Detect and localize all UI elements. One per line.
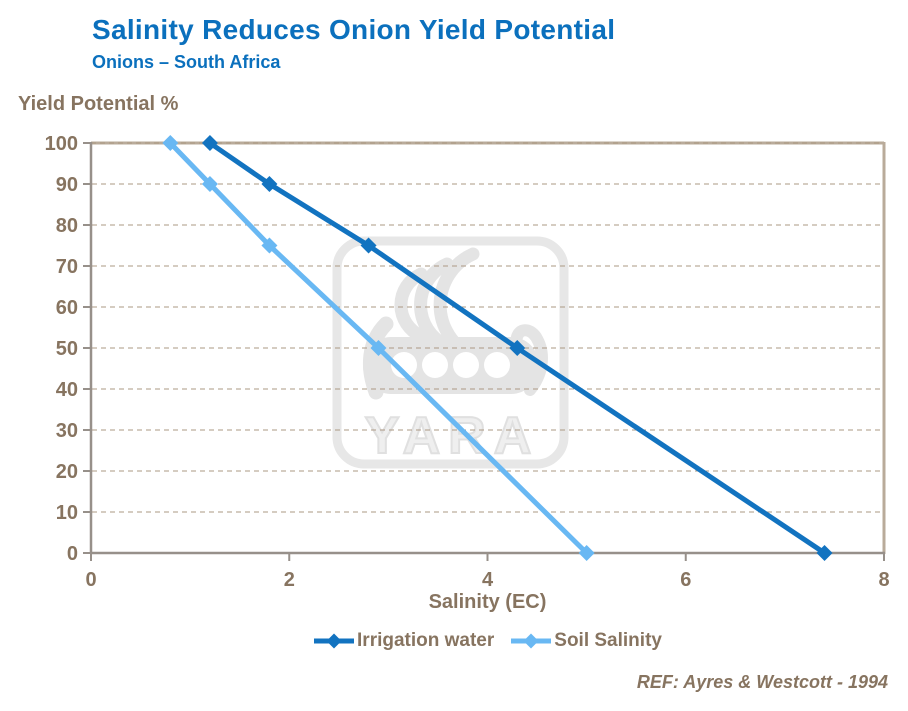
y-tick-label-40: 40 [56, 379, 78, 401]
legend-marker-icon [511, 633, 552, 649]
legend: Irrigation water Soil Salinity [91, 630, 884, 652]
y-axis-title: Yield Potential % [18, 93, 179, 115]
watermark-stern [363, 316, 394, 400]
legend-item-soil-salinity: Soil Salinity [510, 630, 662, 652]
watermark-hull-bar [363, 337, 539, 394]
data-point-soil-salinity-2.9 [370, 340, 387, 356]
legend-marker-diamond [523, 633, 539, 649]
reference-text: REF: Ayres & Westcott - 1994 [636, 672, 888, 692]
x-tick-label-4: 4 [482, 569, 494, 591]
data-point-irrigation-water-1.2 [201, 135, 218, 151]
data-point-irrigation-water-7.4 [816, 545, 833, 561]
watermark-porthole [391, 352, 417, 378]
y-tick-label-90: 90 [56, 174, 78, 196]
data-point-soil-salinity-5 [578, 545, 595, 561]
watermark-prow-curl [511, 324, 548, 396]
legend-label-irrigation-water: Irrigation water [357, 630, 495, 651]
watermark-sail-arc [394, 267, 428, 343]
data-point-irrigation-water-4.3 [509, 340, 526, 356]
chart-subtitle: Onions – South Africa [92, 52, 281, 72]
y-tick-label-50: 50 [56, 338, 78, 360]
watermark-frame [332, 236, 569, 469]
legend-label-soil-salinity: Soil Salinity [554, 630, 662, 651]
y-tick-label-0: 0 [67, 543, 78, 565]
x-tick-label-6: 6 [680, 569, 691, 591]
data-point-soil-salinity-1.8 [261, 237, 278, 254]
watermark-porthole [422, 352, 448, 378]
x-tick-label-2: 2 [284, 569, 295, 591]
chart-title: Salinity Reduces Onion Yield Potential [92, 14, 616, 45]
x-tick-label-8: 8 [878, 569, 889, 591]
watermark-porthole [484, 352, 510, 378]
data-point-soil-salinity-1.2 [201, 176, 218, 192]
y-tick-label-20: 20 [56, 461, 78, 483]
y-tick-label-70: 70 [56, 256, 78, 278]
legend-marker-icon [314, 633, 355, 649]
x-axis-title: Salinity (EC) [428, 591, 547, 613]
watermark-ship-hull [363, 316, 548, 400]
y-tick-label-10: 10 [56, 502, 78, 524]
watermark-porthole [453, 352, 479, 378]
data-point-irrigation-water-2.8 [360, 237, 377, 254]
watermark-text: YARA [365, 407, 540, 465]
y-tick-label-30: 30 [56, 420, 78, 442]
data-point-soil-salinity-0.8 [162, 135, 179, 151]
y-tick-label-60: 60 [56, 297, 78, 319]
legend-marker-diamond [326, 633, 342, 649]
yara-watermark: YARA [332, 236, 569, 469]
y-tick-label-100: 100 [45, 133, 78, 155]
legend-item-irrigation-water: Irrigation water [313, 630, 494, 652]
y-tick-label-80: 80 [56, 215, 78, 237]
x-tick-label-0: 0 [85, 569, 96, 591]
data-point-irrigation-water-1.8 [261, 176, 278, 192]
